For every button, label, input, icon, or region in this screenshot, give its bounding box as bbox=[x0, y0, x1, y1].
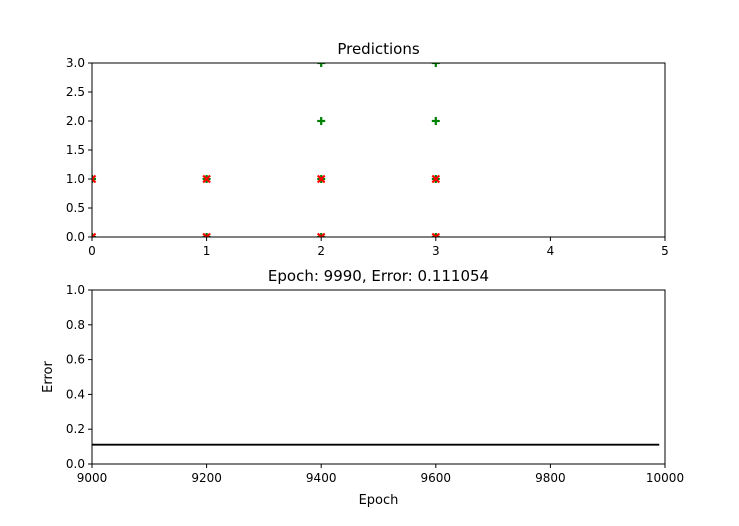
error-y-tick-label: 0.2 bbox=[66, 422, 85, 436]
error-x-tick-label: 9200 bbox=[191, 471, 222, 485]
error-chart: Epoch: 9990, Error: 0.111054 0.00.20.40.… bbox=[41, 267, 684, 508]
predictions-y-tick-label: 1.0 bbox=[66, 172, 85, 186]
predictions-y-tick-label: 0.0 bbox=[66, 230, 85, 244]
error-x-tick-label: 9000 bbox=[77, 471, 108, 485]
predictions-x-tick-label: 4 bbox=[547, 244, 555, 258]
plus-marker bbox=[92, 175, 96, 183]
error-y-tick-label: 1.0 bbox=[66, 283, 85, 297]
x-marker bbox=[316, 232, 326, 237]
plus-marker bbox=[431, 117, 440, 125]
error-x-axis: 9000 9200 9400 9600 9800 10000 bbox=[77, 464, 684, 485]
predictions-x-tick-label: 2 bbox=[317, 244, 325, 258]
error-y-tick-label: 0.4 bbox=[66, 387, 85, 401]
predictions-x-tick-label: 5 bbox=[661, 244, 669, 258]
x-marker bbox=[92, 174, 97, 184]
predictions-points bbox=[92, 63, 441, 237]
predictions-chart: Predictions 0.0 0.5 1.0 1.5 2.0 2.5 3.0 0 1 2 3 4 5 bbox=[66, 40, 669, 258]
plus-marker bbox=[431, 63, 440, 67]
predictions-y-tick-label: 2.0 bbox=[66, 114, 85, 128]
plus-marker bbox=[431, 233, 440, 237]
x-marker bbox=[431, 174, 441, 184]
plus-marker bbox=[202, 233, 211, 237]
error-x-tick-label: 9400 bbox=[306, 471, 337, 485]
predictions-title: Predictions bbox=[337, 40, 420, 58]
predictions-y-tick-label: 3.0 bbox=[66, 56, 85, 70]
predictions-x-axis: 0 1 2 3 4 5 bbox=[88, 237, 669, 258]
error-x-label: Epoch bbox=[359, 493, 399, 508]
plus-marker bbox=[317, 233, 326, 237]
predictions-y-tick-label: 0.5 bbox=[66, 201, 85, 215]
predictions-x-tick-label: 1 bbox=[203, 244, 211, 258]
predictions-y-tick-label: 2.5 bbox=[66, 85, 85, 99]
error-x-tick-label: 10000 bbox=[646, 471, 684, 485]
error-x-tick-label: 9600 bbox=[421, 471, 452, 485]
predictions-x-tick-label: 3 bbox=[432, 244, 440, 258]
error-x-tick-label: 9800 bbox=[535, 471, 566, 485]
error-y-label: Error bbox=[41, 361, 56, 393]
predictions-x-tick-label: 0 bbox=[88, 244, 96, 258]
error-plot-frame bbox=[91, 289, 666, 465]
predictions-y-axis: 0.0 0.5 1.0 1.5 2.0 2.5 3.0 bbox=[66, 56, 92, 244]
x-marker bbox=[316, 174, 326, 184]
x-marker bbox=[92, 232, 97, 237]
x-marker bbox=[431, 232, 441, 237]
predictions-y-tick-label: 1.5 bbox=[66, 143, 85, 157]
x-marker bbox=[202, 232, 211, 237]
plus-marker bbox=[317, 63, 326, 67]
error-y-axis: 0.0 0.2 0.4 0.6 0.8 1.0 bbox=[66, 283, 92, 471]
error-y-tick-label: 0.6 bbox=[66, 353, 85, 367]
error-y-tick-label: 0.8 bbox=[66, 318, 85, 332]
plus-marker bbox=[317, 117, 326, 125]
predictions-plot-frame bbox=[91, 62, 666, 238]
x-marker bbox=[202, 174, 211, 184]
error-title: Epoch: 9990, Error: 0.111054 bbox=[268, 267, 489, 285]
error-y-tick-label: 0.0 bbox=[66, 457, 85, 471]
